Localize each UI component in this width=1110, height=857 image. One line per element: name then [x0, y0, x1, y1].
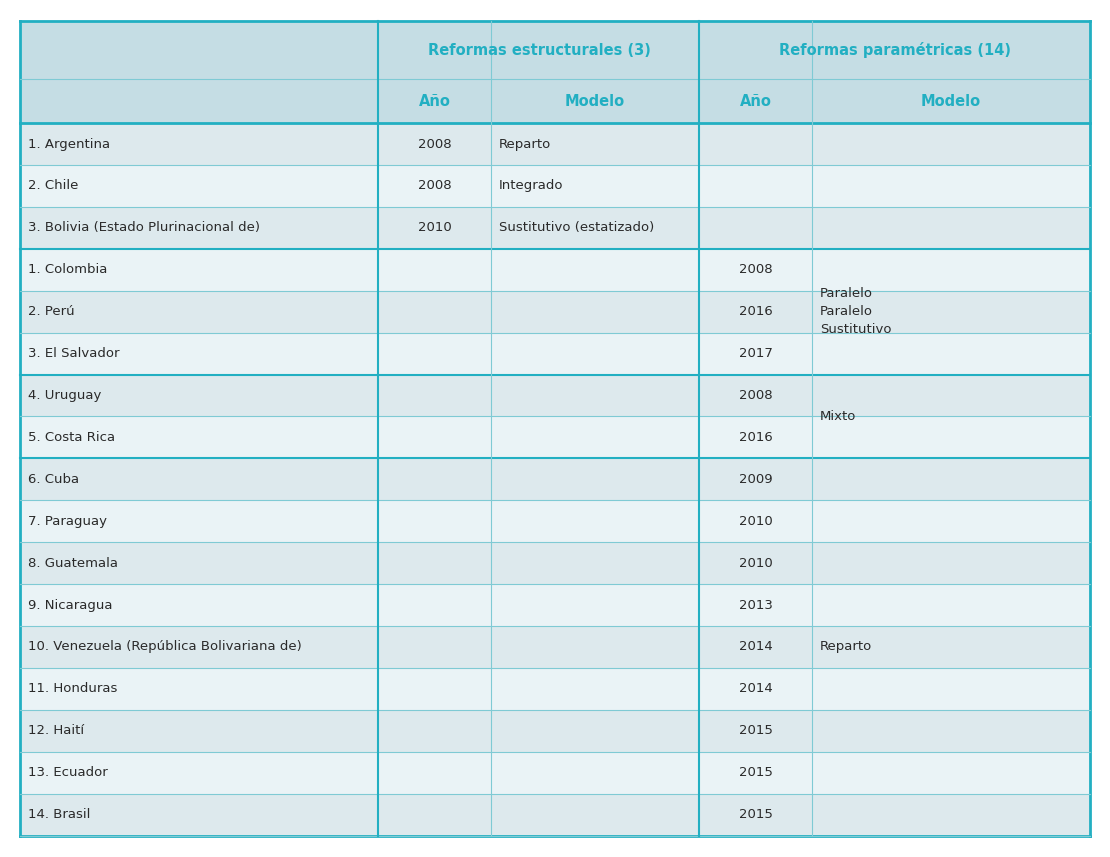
- Bar: [20, 668, 1090, 710]
- Text: 7. Paraguay: 7. Paraguay: [28, 515, 107, 528]
- Bar: [20, 207, 1090, 249]
- Bar: [20, 626, 1090, 668]
- Bar: [20, 333, 1090, 375]
- Text: Modelo: Modelo: [921, 93, 981, 109]
- Text: 12. Haití: 12. Haití: [28, 724, 84, 737]
- Text: 2008: 2008: [417, 179, 452, 193]
- Bar: [20, 794, 1090, 836]
- Text: 2008: 2008: [739, 389, 773, 402]
- Text: 6. Cuba: 6. Cuba: [28, 473, 79, 486]
- Text: 2015: 2015: [738, 724, 773, 737]
- Bar: [20, 500, 1090, 542]
- Text: 2014: 2014: [739, 682, 773, 695]
- Text: Reformas estructurales (3): Reformas estructurales (3): [427, 43, 650, 57]
- Bar: [20, 123, 1090, 165]
- Text: Reparto: Reparto: [498, 137, 551, 151]
- Bar: [20, 21, 1090, 79]
- Text: Mixto: Mixto: [820, 410, 856, 423]
- Bar: [20, 291, 1090, 333]
- Text: 2010: 2010: [417, 221, 452, 234]
- Text: 14. Brasil: 14. Brasil: [28, 808, 90, 821]
- Text: Integrado: Integrado: [498, 179, 563, 193]
- Text: 2017: 2017: [738, 347, 773, 360]
- Text: Reparto: Reparto: [820, 640, 872, 654]
- Bar: [20, 79, 1090, 123]
- Text: 1. Argentina: 1. Argentina: [28, 137, 110, 151]
- Text: 2. Chile: 2. Chile: [28, 179, 79, 193]
- Text: 3. Bolivia (Estado Plurinacional de): 3. Bolivia (Estado Plurinacional de): [28, 221, 260, 234]
- Text: 2015: 2015: [738, 766, 773, 779]
- Text: Modelo: Modelo: [565, 93, 625, 109]
- Text: Año: Año: [739, 93, 771, 109]
- Text: 2008: 2008: [417, 137, 452, 151]
- Bar: [20, 752, 1090, 794]
- Text: 8. Guatemala: 8. Guatemala: [28, 557, 118, 570]
- Text: 2015: 2015: [738, 808, 773, 821]
- Bar: [20, 375, 1090, 417]
- Text: 2016: 2016: [739, 431, 773, 444]
- Text: 2010: 2010: [739, 515, 773, 528]
- Text: 10. Venezuela (República Bolivariana de): 10. Venezuela (República Bolivariana de): [28, 640, 302, 654]
- Text: 9. Nicaragua: 9. Nicaragua: [28, 598, 112, 612]
- Text: 4. Uruguay: 4. Uruguay: [28, 389, 101, 402]
- Text: 11. Honduras: 11. Honduras: [28, 682, 118, 695]
- Text: Paralelo
Paralelo
Sustitutivo: Paralelo Paralelo Sustitutivo: [820, 287, 891, 336]
- Bar: [20, 249, 1090, 291]
- Text: 2013: 2013: [738, 598, 773, 612]
- Bar: [20, 584, 1090, 626]
- Text: Año: Año: [418, 93, 451, 109]
- Text: Sustitutivo (estatizado): Sustitutivo (estatizado): [498, 221, 654, 234]
- Text: 2008: 2008: [739, 263, 773, 276]
- Text: 2. Perú: 2. Perú: [28, 305, 74, 318]
- Bar: [20, 417, 1090, 458]
- Text: 3. El Salvador: 3. El Salvador: [28, 347, 120, 360]
- Bar: [20, 165, 1090, 207]
- Bar: [20, 710, 1090, 752]
- Bar: [20, 542, 1090, 584]
- Text: 13. Ecuador: 13. Ecuador: [28, 766, 108, 779]
- Text: 1. Colombia: 1. Colombia: [28, 263, 108, 276]
- Text: Reformas paramétricas (14): Reformas paramétricas (14): [779, 42, 1011, 58]
- Text: 2010: 2010: [739, 557, 773, 570]
- Text: 2014: 2014: [739, 640, 773, 654]
- Bar: [20, 458, 1090, 500]
- Text: 2009: 2009: [739, 473, 773, 486]
- Text: 2016: 2016: [739, 305, 773, 318]
- Text: 5. Costa Rica: 5. Costa Rica: [28, 431, 115, 444]
